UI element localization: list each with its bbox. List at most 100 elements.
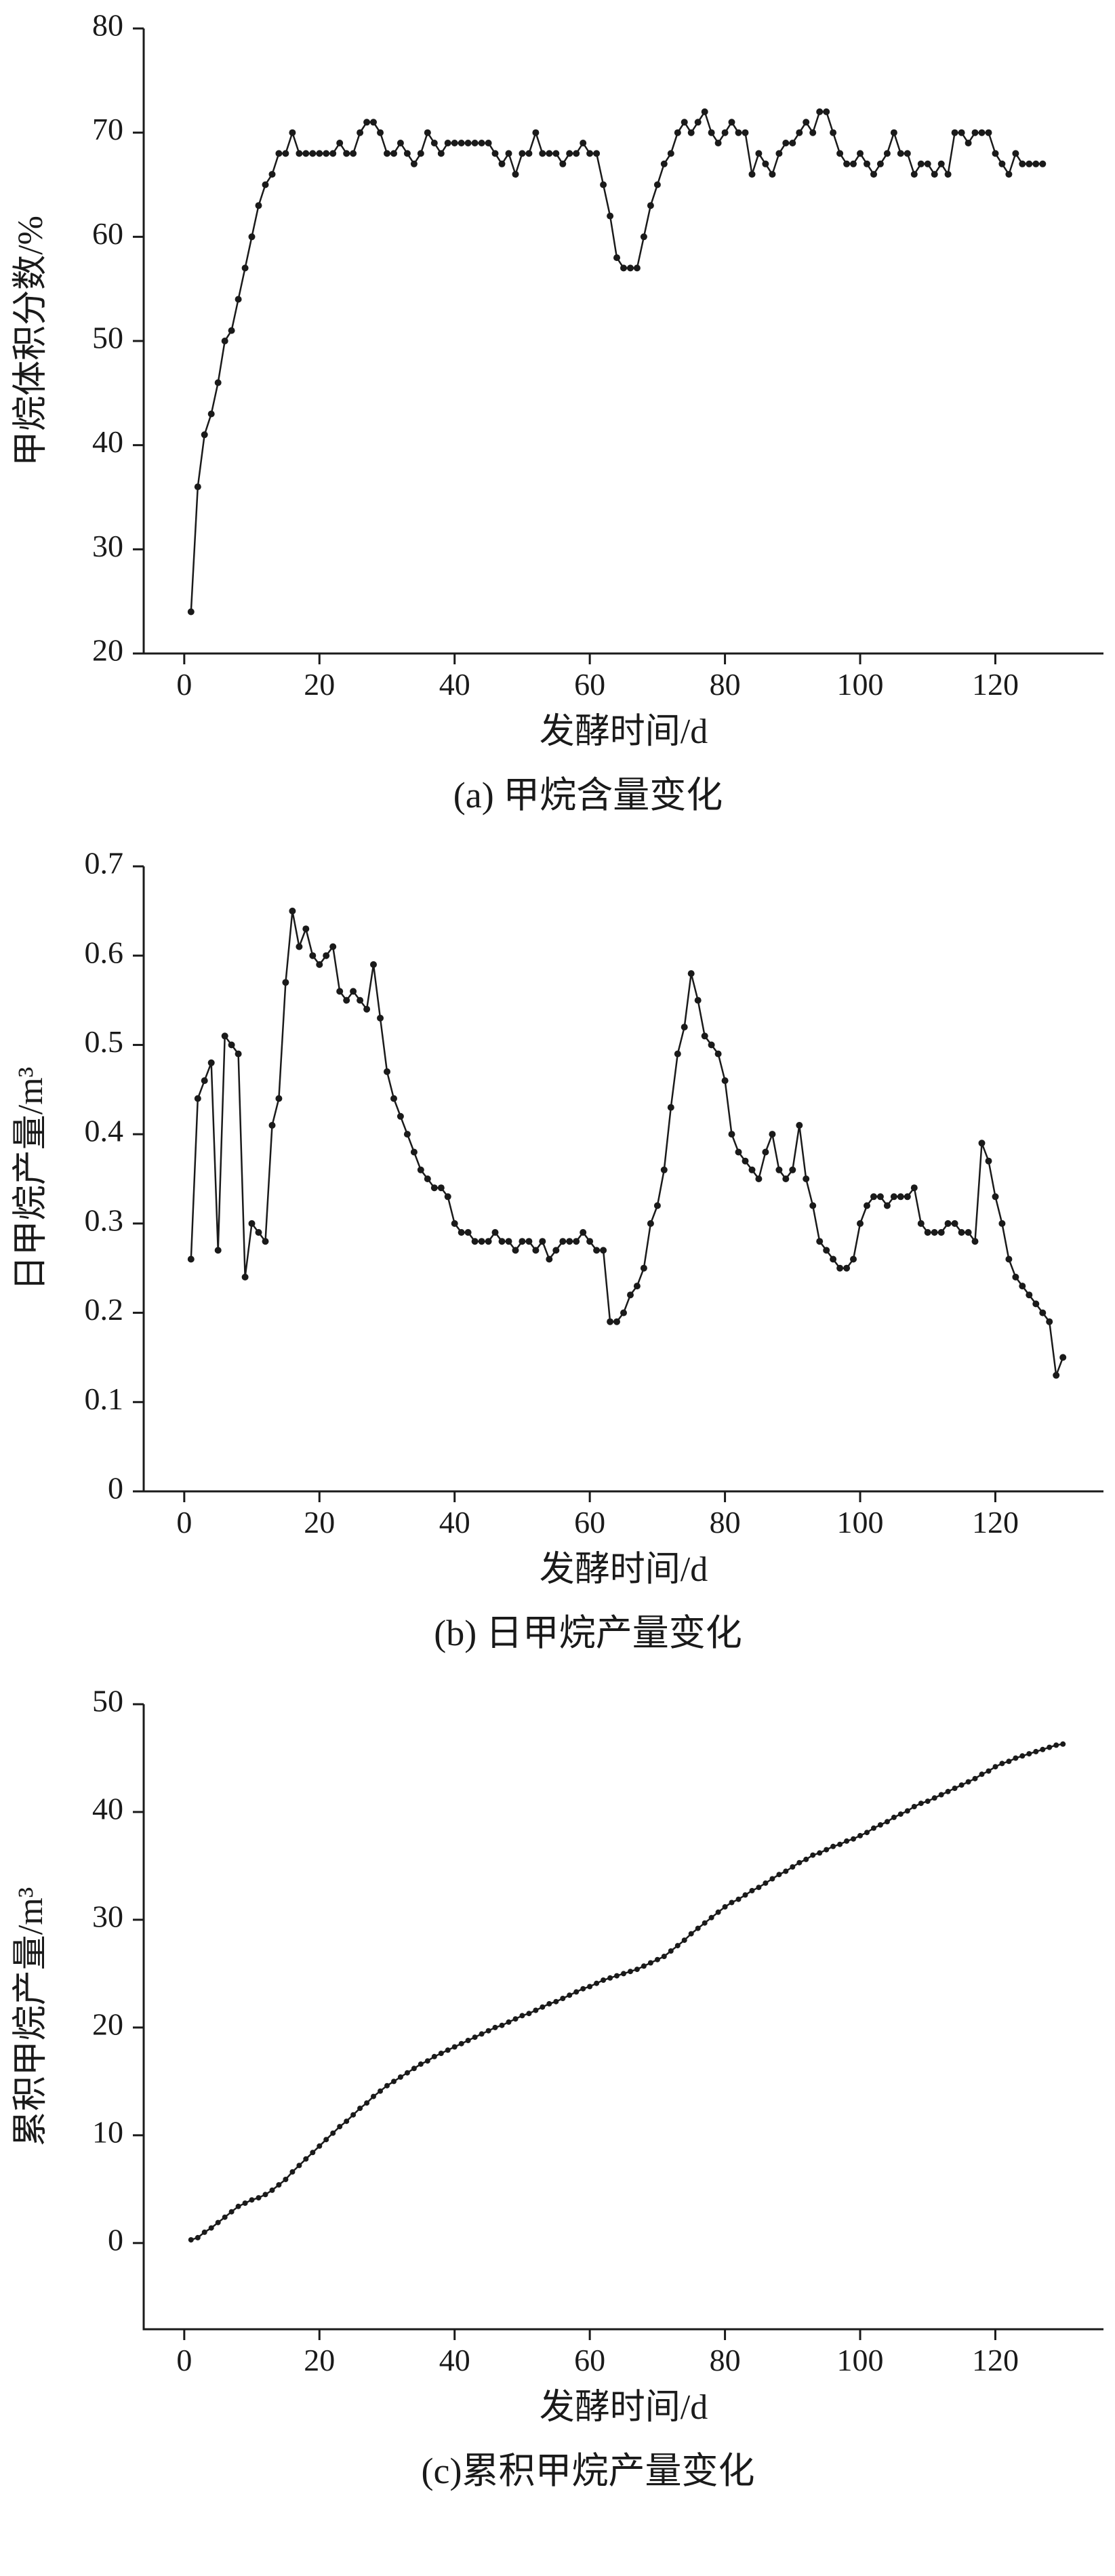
chart-a-caption: (a) 甲烷含量变化 (453, 775, 723, 816)
data-point (465, 2038, 471, 2043)
data-point (445, 2047, 451, 2053)
data-point (458, 2040, 464, 2047)
chart-a-canvas: 0 20 40 60 80 100 12020304050607080发酵时间/d甲烷体积分… (12, 9, 1103, 751)
data-point (485, 1238, 492, 1245)
x-tick-label: 20 (304, 2343, 335, 2377)
data-point (187, 1255, 195, 1263)
data-point (857, 1220, 864, 1227)
data-point (296, 2162, 302, 2169)
data-point (708, 1914, 714, 1920)
data-point (485, 140, 492, 146)
data-point (458, 1229, 465, 1236)
y-tick-label: 20 (92, 633, 123, 668)
data-point (931, 171, 938, 178)
data-point (471, 1238, 479, 1245)
y-tick-label: 0 (108, 1471, 123, 1506)
data-point (1032, 160, 1040, 167)
data-point (890, 1193, 897, 1201)
data-point (776, 1872, 782, 1878)
data-point (378, 2088, 383, 2094)
data-point (546, 1255, 553, 1263)
data-point (614, 1973, 620, 1979)
data-point (660, 1166, 668, 1173)
data-point (437, 1184, 445, 1192)
data-point (201, 2229, 207, 2235)
data-point (207, 1059, 215, 1066)
data-point (803, 1856, 809, 1862)
data-point (464, 140, 472, 146)
data-point (735, 129, 742, 136)
data-point (809, 129, 817, 136)
axis-spines (142, 1704, 1103, 2331)
data-point (377, 129, 384, 136)
data-point (937, 1229, 945, 1236)
data-point (567, 1992, 573, 1998)
data-point (586, 150, 594, 157)
data-point (992, 1764, 998, 1770)
data-point (207, 410, 215, 418)
data-point (884, 1819, 890, 1825)
data-point (910, 1184, 918, 1192)
data-point (370, 119, 377, 126)
y-tick-label: 60 (92, 216, 123, 251)
data-point (309, 952, 317, 959)
data-point (864, 1830, 870, 1836)
data-point (931, 1795, 937, 1801)
data-point (1032, 1300, 1040, 1308)
data-point (830, 129, 837, 136)
data-point (384, 1068, 390, 1075)
data-point (587, 1984, 593, 1990)
data-line (190, 1743, 1063, 2241)
data-point (850, 160, 857, 167)
data-point (310, 2150, 316, 2156)
data-point (221, 338, 228, 344)
data-point (837, 1841, 843, 1847)
axis-spines (142, 28, 1103, 655)
data-point (714, 140, 722, 146)
data-point (235, 296, 242, 303)
data-point (410, 1148, 418, 1156)
data-point (444, 1193, 451, 1201)
data-point (918, 1800, 924, 1807)
data-point (607, 1318, 614, 1325)
data-point (336, 140, 344, 146)
data-point (925, 1798, 931, 1805)
data-point (559, 1238, 567, 1245)
data-point (471, 140, 479, 146)
data-point (931, 1229, 938, 1236)
data-point (458, 140, 465, 146)
data-point (721, 1077, 729, 1085)
data-point (323, 952, 330, 959)
data-point (681, 1937, 687, 1944)
data-point (370, 961, 377, 968)
data-point (897, 1811, 904, 1817)
data-point (424, 1175, 431, 1182)
data-point (539, 1238, 546, 1245)
data-point (620, 1309, 627, 1316)
data-point (1033, 1748, 1039, 1754)
data-point (506, 2019, 512, 2025)
x-axis-title: 发酵时间/d (540, 712, 708, 751)
data-point (782, 1175, 790, 1182)
data-point (235, 2203, 241, 2209)
data-point (302, 925, 310, 933)
y-tick-label: 0.5 (85, 1024, 124, 1059)
data-point (627, 1291, 634, 1299)
data-point (687, 970, 695, 978)
data-point (897, 150, 904, 157)
data-point (742, 1892, 748, 1898)
data-point (214, 1247, 222, 1254)
data-point (647, 202, 654, 209)
data-point (296, 943, 303, 950)
data-point (586, 1238, 594, 1245)
data-point (221, 1032, 228, 1040)
data-point (742, 129, 749, 136)
y-tick-label: 0.2 (85, 1292, 124, 1327)
data-point (911, 1804, 917, 1809)
data-point (714, 1050, 722, 1058)
data-point (410, 160, 418, 167)
data-point (796, 1859, 803, 1866)
data-point (573, 1238, 580, 1245)
data-point (769, 1876, 775, 1882)
data-point (654, 1956, 660, 1963)
